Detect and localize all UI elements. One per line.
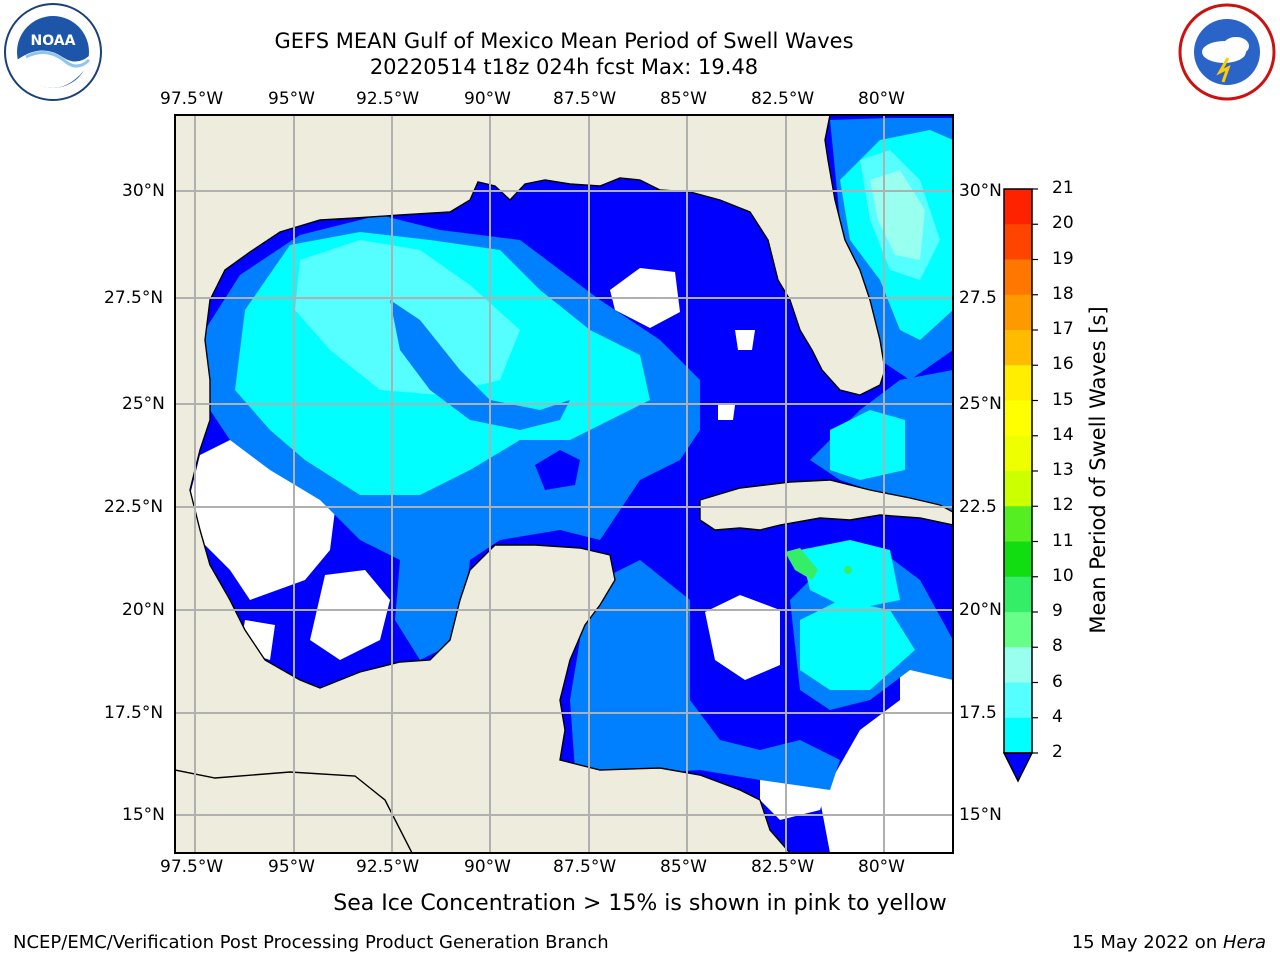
lat-label-left: 25°N bbox=[122, 394, 165, 414]
colorbar-segment bbox=[1004, 330, 1032, 366]
lon-label-top: 82.5°W bbox=[751, 89, 815, 109]
lon-label-bottom: 82.5°W bbox=[751, 857, 815, 877]
colorbar-tick-label: 10 bbox=[1052, 565, 1074, 586]
lon-label-top: 85°W bbox=[660, 89, 707, 109]
lat-label-right: 22.5 bbox=[959, 497, 997, 517]
noaa-logo: NOAA bbox=[4, 3, 102, 101]
colorbar-segment bbox=[1004, 224, 1032, 260]
lat-label-left: 27.5°N bbox=[104, 288, 164, 308]
colorbar-tick-label: 9 bbox=[1052, 601, 1063, 621]
colorbar-tick-label: 17 bbox=[1052, 319, 1074, 339]
lat-label-left: 20°N bbox=[122, 600, 165, 620]
lat-label-right: 27.5 bbox=[959, 288, 997, 308]
map-gridlines bbox=[175, 115, 953, 853]
colorbar-segment bbox=[1004, 294, 1032, 331]
lon-label-bottom: 80°W bbox=[858, 857, 905, 877]
noaa-logo-text: NOAA bbox=[31, 33, 76, 49]
footer-host: Hera bbox=[1222, 932, 1266, 953]
colorbar-segment bbox=[1004, 717, 1032, 754]
lat-label-left: 17.5°N bbox=[104, 703, 164, 723]
footer-date: 15 May 2022 on Hera bbox=[1072, 932, 1266, 953]
colorbar-tick-label: 8 bbox=[1052, 636, 1063, 657]
sea-ice-caption: Sea Ice Concentration > 15% is shown in … bbox=[333, 891, 947, 916]
lon-label-bottom: 92.5°W bbox=[356, 857, 420, 877]
colorbar-extension bbox=[1002, 752, 1034, 783]
colorbar-segment bbox=[1004, 612, 1032, 648]
lat-label-right: 17.5 bbox=[959, 703, 997, 723]
lat-label-right: 15°N bbox=[959, 805, 1002, 825]
colorbar-tick-label: 13 bbox=[1052, 460, 1074, 480]
lat-label-left: 15°N bbox=[122, 805, 165, 825]
colorbar-tick-label: 12 bbox=[1052, 495, 1074, 516]
colorbar-tick-label: 19 bbox=[1052, 248, 1074, 269]
map-frame bbox=[174, 114, 954, 854]
lat-label-left: 22.5°N bbox=[104, 497, 164, 517]
colorbar-tick-label: 6 bbox=[1052, 671, 1063, 692]
colorbar-tick-label: 2 bbox=[1052, 742, 1063, 762]
colorbar-segment bbox=[1004, 365, 1032, 401]
lon-label-top: 87.5°W bbox=[553, 89, 617, 109]
colorbar-segment bbox=[1004, 471, 1032, 507]
lat-label-right: 30°N bbox=[959, 181, 1002, 201]
colorbar-tick-label: 4 bbox=[1052, 706, 1063, 727]
lat-label-right: 20°N bbox=[959, 600, 1002, 620]
colorbar-segment bbox=[1004, 647, 1032, 683]
swell-period-10s-spots bbox=[785, 548, 852, 580]
colorbar-segment bbox=[1004, 682, 1032, 719]
colorbar-tick-label: 14 bbox=[1052, 424, 1074, 445]
colorbar-tick-label: 16 bbox=[1052, 354, 1074, 375]
colorbar-tick-label: 11 bbox=[1052, 530, 1074, 551]
lon-label-top: 90°W bbox=[464, 89, 511, 109]
colorbar-segment bbox=[1004, 506, 1032, 542]
lon-label-bottom: 97.5°W bbox=[160, 857, 224, 877]
lon-label-top: 97.5°W bbox=[160, 89, 224, 109]
lon-label-top: 92.5°W bbox=[356, 89, 420, 109]
lon-label-bottom: 95°W bbox=[268, 857, 315, 877]
colorbar-segment bbox=[1004, 400, 1032, 437]
colorbar bbox=[1002, 188, 1038, 783]
lon-label-bottom: 87.5°W bbox=[553, 857, 617, 877]
lon-label-bottom: 90°W bbox=[464, 857, 511, 877]
lon-label-top: 80°W bbox=[858, 89, 905, 109]
nws-logo bbox=[1178, 3, 1276, 101]
colorbar-segment bbox=[1004, 259, 1032, 296]
footer-date-text: 15 May 2022 on bbox=[1071, 932, 1223, 953]
chart-title-line2: 20220514 t18z 024h fcst Max: 19.48 bbox=[369, 55, 759, 79]
footer-branch: NCEP/EMC/Verification Post Processing Pr… bbox=[13, 932, 609, 953]
lon-label-top: 95°W bbox=[268, 89, 315, 109]
colorbar-tick-label: 18 bbox=[1052, 283, 1074, 304]
colorbar-tick-label: 15 bbox=[1052, 389, 1074, 410]
lon-label-bottom: 85°W bbox=[660, 857, 707, 877]
colorbar-tick-label: 20 bbox=[1052, 213, 1074, 234]
colorbar-segment bbox=[1004, 189, 1032, 225]
colorbar-segment bbox=[1004, 541, 1032, 578]
chart-title-line1: GEFS MEAN Gulf of Mexico Mean Period of … bbox=[274, 29, 854, 53]
colorbar-segment bbox=[1004, 435, 1032, 472]
lat-label-right: 25°N bbox=[959, 394, 1002, 414]
lat-label-left: 30°N bbox=[122, 181, 165, 201]
colorbar-label: Mean Period of Swell Waves [s] bbox=[1086, 306, 1110, 634]
colorbar-segment bbox=[1004, 576, 1032, 613]
colorbar-tick-label: 21 bbox=[1052, 178, 1074, 198]
